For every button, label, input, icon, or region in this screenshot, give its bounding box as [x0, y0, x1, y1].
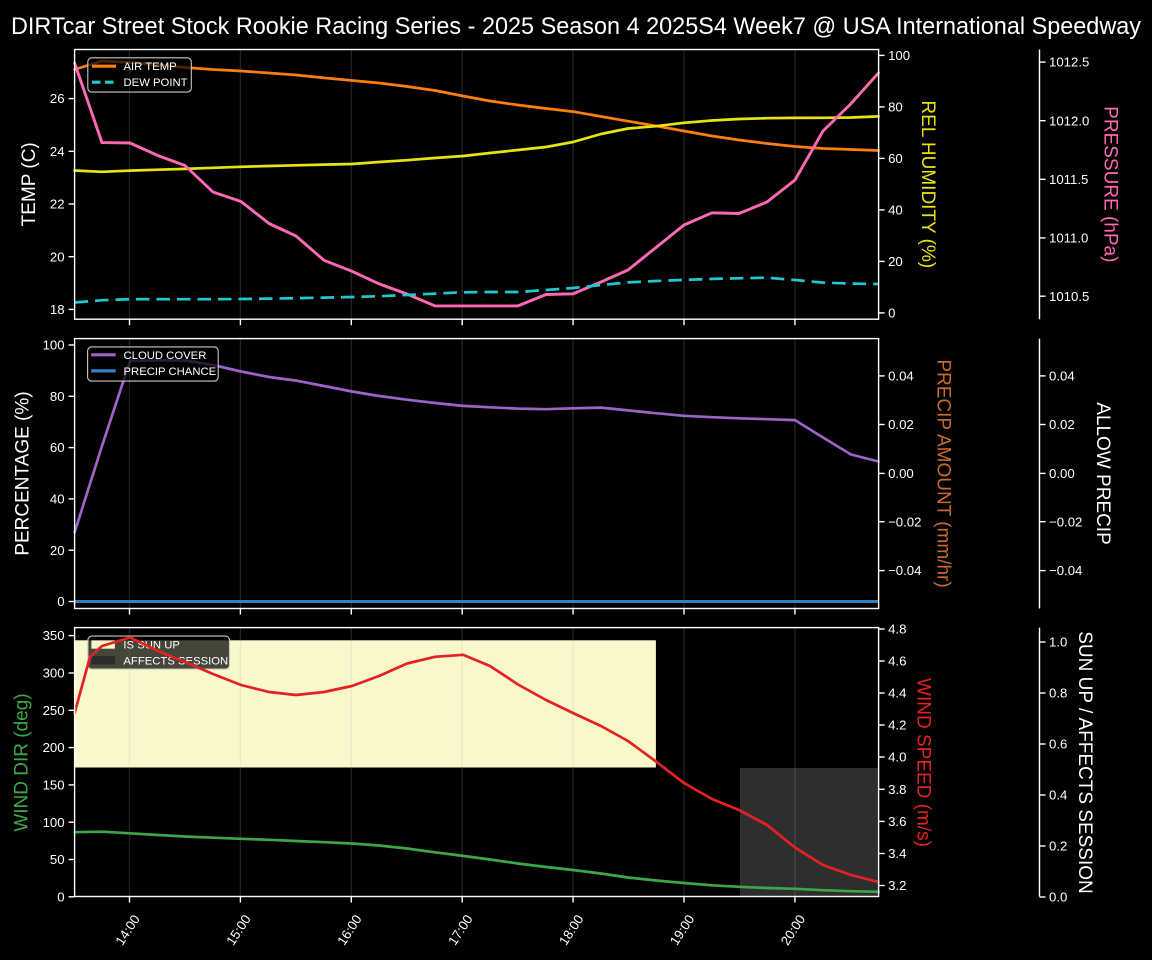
svg-text:−0.04: −0.04	[1049, 563, 1082, 578]
svg-text:TEMP (C): TEMP (C)	[19, 142, 40, 226]
svg-text:3.6: 3.6	[888, 814, 906, 829]
svg-text:0.2: 0.2	[1049, 839, 1067, 854]
svg-text:DEW POINT: DEW POINT	[124, 77, 188, 89]
svg-text:0.04: 0.04	[888, 369, 914, 384]
svg-text:150: 150	[43, 778, 65, 793]
svg-text:1010.5: 1010.5	[1049, 289, 1089, 304]
svg-text:20: 20	[50, 543, 65, 558]
svg-text:100: 100	[888, 48, 910, 63]
svg-text:250: 250	[43, 703, 65, 718]
svg-text:0.0: 0.0	[1049, 890, 1067, 905]
svg-text:−0.02: −0.02	[1049, 514, 1082, 529]
svg-text:PRECIP AMOUNT (mm/hr): PRECIP AMOUNT (mm/hr)	[933, 359, 954, 587]
svg-text:60: 60	[50, 440, 65, 455]
svg-text:40: 40	[888, 203, 903, 218]
svg-text:300: 300	[43, 666, 65, 681]
svg-text:0.04: 0.04	[1049, 369, 1075, 384]
svg-text:0.8: 0.8	[1049, 686, 1067, 701]
svg-text:−0.04: −0.04	[888, 563, 921, 578]
svg-text:350: 350	[43, 628, 65, 643]
svg-text:0.00: 0.00	[888, 466, 914, 481]
svg-text:0.00: 0.00	[1049, 466, 1075, 481]
svg-text:PRESSURE (hPa): PRESSURE (hPa)	[1100, 106, 1121, 262]
svg-text:WIND SPEED (m/s): WIND SPEED (m/s)	[913, 678, 934, 847]
svg-text:DIRTcar Street Stock Rookie Ra: DIRTcar Street Stock Rookie Racing Serie…	[11, 13, 1141, 40]
svg-text:4.6: 4.6	[888, 654, 906, 669]
svg-text:60: 60	[888, 151, 903, 166]
svg-text:1011.0: 1011.0	[1049, 231, 1088, 246]
svg-text:1012.0: 1012.0	[1049, 113, 1089, 128]
svg-text:4.0: 4.0	[888, 750, 906, 765]
svg-text:3.2: 3.2	[888, 878, 906, 893]
svg-text:3.8: 3.8	[888, 782, 906, 797]
svg-text:PERCENTAGE (%): PERCENTAGE (%)	[13, 391, 34, 555]
svg-text:200: 200	[43, 740, 65, 755]
svg-text:3.4: 3.4	[888, 846, 906, 861]
svg-text:100: 100	[43, 815, 65, 830]
svg-text:0.4: 0.4	[1049, 788, 1067, 803]
svg-text:0: 0	[888, 306, 895, 321]
svg-text:0.02: 0.02	[888, 417, 914, 432]
svg-text:1011.5: 1011.5	[1049, 172, 1088, 187]
svg-text:SUN UP / AFFECTS SESSION: SUN UP / AFFECTS SESSION	[1074, 631, 1095, 894]
svg-text:20: 20	[50, 249, 65, 264]
svg-text:50: 50	[50, 852, 65, 867]
svg-text:100: 100	[43, 338, 65, 353]
svg-text:26: 26	[50, 91, 65, 106]
svg-text:80: 80	[888, 100, 903, 115]
svg-text:PRECIP CHANCE: PRECIP CHANCE	[124, 366, 217, 378]
svg-text:4.2: 4.2	[888, 718, 906, 733]
svg-text:80: 80	[50, 389, 65, 404]
svg-text:0: 0	[57, 594, 64, 609]
svg-text:20: 20	[888, 254, 903, 269]
svg-text:AIR TEMP: AIR TEMP	[124, 61, 177, 73]
svg-text:22: 22	[50, 197, 65, 212]
svg-text:−0.02: −0.02	[888, 514, 921, 529]
svg-text:ALLOW PRECIP: ALLOW PRECIP	[1092, 402, 1113, 545]
svg-text:1.0: 1.0	[1049, 635, 1067, 650]
svg-text:0.6: 0.6	[1049, 737, 1067, 752]
svg-text:0.02: 0.02	[1049, 417, 1075, 432]
svg-text:AFFECTS SESSION: AFFECTS SESSION	[123, 655, 228, 667]
svg-text:40: 40	[50, 492, 65, 507]
svg-text:24: 24	[50, 144, 65, 159]
svg-text:1012.5: 1012.5	[1049, 55, 1089, 70]
svg-text:IS SUN UP: IS SUN UP	[123, 640, 179, 652]
svg-text:0: 0	[57, 889, 64, 904]
svg-text:CLOUD COVER: CLOUD COVER	[124, 350, 207, 362]
svg-text:WIND DIR (deg): WIND DIR (deg)	[12, 693, 33, 831]
svg-text:REL HUMIDITY (%): REL HUMIDITY (%)	[917, 100, 938, 268]
svg-text:4.4: 4.4	[888, 686, 906, 701]
svg-text:18: 18	[50, 302, 65, 317]
svg-text:4.8: 4.8	[888, 622, 906, 637]
